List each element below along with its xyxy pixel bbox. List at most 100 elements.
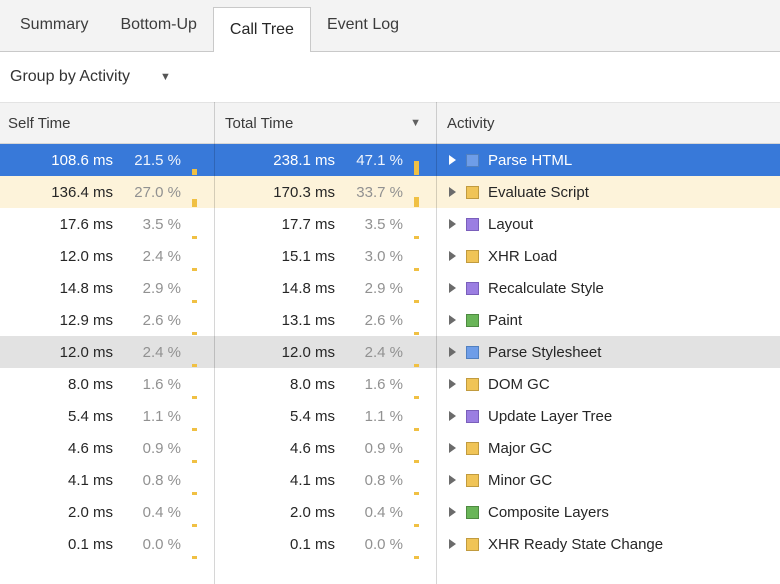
self-time-percent: 2.4 % [142,343,181,361]
table-row[interactable]: 108.6 ms 21.5 % 238.1 ms 47.1 % Parse HTML [0,144,780,176]
expand-triangle-icon[interactable] [449,507,456,517]
self-time-percent: 0.9 % [142,439,181,457]
total-time-cell: 15.1 ms 3.0 % [215,240,437,272]
total-time-cell: 4.6 ms 0.9 % [215,432,437,464]
self-percent-bar [181,336,207,368]
expand-triangle-icon[interactable] [449,379,456,389]
table-row[interactable]: 14.8 ms 2.9 % 14.8 ms 2.9 % Recalculate Styl… [0,272,780,304]
activity-cell: XHR Load [437,240,780,272]
activity-label: Update Layer Tree [488,407,613,425]
self-time-cell: 4.1 ms 0.8 % [0,464,215,496]
total-percent-bar [403,432,429,464]
column-separator[interactable] [436,102,437,584]
self-percent-bar [181,496,207,528]
tab-summary[interactable]: Summary [20,16,89,33]
expand-triangle-icon[interactable] [449,219,456,229]
table-row[interactable]: 17.6 ms 3.5 % 17.7 ms 3.5 % Layout [0,208,780,240]
tab-call-tree[interactable]: Call Tree [212,7,311,52]
total-time-cell: 14.8 ms 2.9 % [215,272,437,304]
painting-category-icon [466,505,479,519]
total-time-cell: 238.1 ms 47.1 % [215,144,437,176]
scripting-category-icon [466,377,479,391]
expand-triangle-icon[interactable] [449,315,456,325]
self-time-percent: 2.9 % [142,279,181,297]
toolbar: Group by Activity ▼ [0,52,780,102]
tab-bottom-up[interactable]: Bottom-Up [120,16,197,33]
self-time-cell: 12.0 ms 2.4 % [0,336,215,368]
self-time-value: 0.1 ms [67,535,113,553]
activity-cell: Minor GC [437,464,780,496]
self-percent-bar [181,432,207,464]
self-percent-bar [181,304,207,336]
table-row[interactable]: 5.4 ms 1.1 % 5.4 ms 1.1 % Update Layer Tree [0,400,780,432]
expand-triangle-icon[interactable] [449,475,456,485]
table-row[interactable]: 12.0 ms 2.4 % 12.0 ms 2.4 % Parse Stylesheet [0,336,780,368]
total-percent-bar [403,528,429,560]
total-time-value: 5.4 ms [289,407,335,425]
column-separator[interactable] [214,102,215,584]
total-time-value: 4.6 ms [289,439,335,457]
activity-cell: Recalculate Style [437,272,780,304]
self-percent-bar [181,368,207,400]
total-time-cell: 4.1 ms 0.8 % [215,464,437,496]
painting-category-icon [466,313,479,327]
total-time-cell: 8.0 ms 1.6 % [215,368,437,400]
self-percent-bar [181,144,207,176]
scripting-category-icon [466,473,479,487]
expand-triangle-icon[interactable] [449,411,456,421]
total-percent-bar [403,144,429,176]
expand-triangle-icon[interactable] [449,283,456,293]
total-time-cell: 17.7 ms 3.5 % [215,208,437,240]
expand-triangle-icon[interactable] [449,251,456,261]
table-row[interactable]: 4.6 ms 0.9 % 4.6 ms 0.9 % Major GC [0,432,780,464]
self-time-percent: 21.5 % [134,151,181,169]
total-time-percent: 1.6 % [364,375,403,393]
activity-label: Paint [488,311,523,329]
total-time-header-label: Total Time [225,114,294,132]
expand-triangle-icon[interactable] [449,347,456,357]
table-row[interactable]: 2.0 ms 0.4 % 2.0 ms 0.4 % Composite Layers [0,496,780,528]
self-percent-bar [181,176,207,208]
expand-triangle-icon[interactable] [449,187,456,197]
column-header-total-time[interactable]: Total Time ▼ [215,103,437,143]
self-time-cell: 12.9 ms 2.6 % [0,304,215,336]
activity-cell: Layout [437,208,780,240]
self-time-percent: 0.0 % [142,535,181,553]
table-row[interactable]: 8.0 ms 1.6 % 8.0 ms 1.6 % DOM GC [0,368,780,400]
self-time-cell: 2.0 ms 0.4 % [0,496,215,528]
total-time-value: 170.3 ms [273,183,335,201]
activity-cell: Parse HTML [437,144,780,176]
tab-event-log[interactable]: Event Log [326,16,400,33]
expand-triangle-icon[interactable] [449,443,456,453]
activity-label: Major GC [488,439,553,457]
group-by-dropdown[interactable]: Group by Activity ▼ [10,68,171,86]
expand-triangle-icon[interactable] [449,539,456,549]
table-row[interactable]: 12.9 ms 2.6 % 13.1 ms 2.6 % Paint [0,304,780,336]
table-row[interactable]: 12.0 ms 2.4 % 15.1 ms 3.0 % XHR Load [0,240,780,272]
self-time-percent: 27.0 % [134,183,181,201]
self-time-value: 136.4 ms [51,183,113,201]
self-time-percent: 1.6 % [142,375,181,393]
total-percent-bar [403,208,429,240]
column-header-activity[interactable]: Activity [437,103,780,143]
activity-cell: DOM GC [437,368,780,400]
rendering-category-icon [466,281,479,295]
total-percent-bar [403,464,429,496]
expand-triangle-icon[interactable] [449,155,456,165]
self-percent-bar [181,208,207,240]
table-row[interactable]: 136.4 ms 27.0 % 170.3 ms 33.7 % Evaluate Scr… [0,176,780,208]
table-row[interactable]: 0.1 ms 0.0 % 0.1 ms 0.0 % XHR Ready State Ch… [0,528,780,560]
self-percent-bar [181,528,207,560]
activity-label: DOM GC [488,375,550,393]
activity-label: Parse HTML [488,151,573,169]
total-time-value: 15.1 ms [281,247,335,265]
activity-label: Minor GC [488,471,553,489]
total-time-value: 17.7 ms [281,215,335,233]
total-percent-bar [403,496,429,528]
column-header-self-time[interactable]: Self Time [0,103,215,143]
total-time-percent: 0.9 % [364,439,403,457]
self-time-percent: 2.4 % [142,247,181,265]
tab-bar: Summary Bottom-Up Call Tree Event Log [0,0,780,52]
self-time-value: 4.1 ms [67,471,113,489]
table-row[interactable]: 4.1 ms 0.8 % 4.1 ms 0.8 % Minor GC [0,464,780,496]
